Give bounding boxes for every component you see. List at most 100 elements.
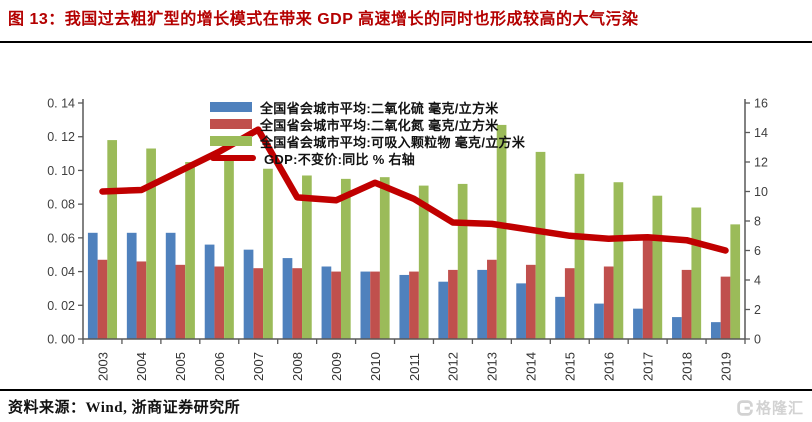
x-axis-ticks [82, 339, 746, 344]
y-left-tick-label: 0. 12 [47, 130, 75, 144]
bar-series-0 [87, 232, 721, 339]
legend-label: GDP:不变价:同比 % 右轴 [264, 151, 416, 167]
legend-item-1: 全国省会城市平均:二氧化氮 毫克/立方米 [210, 116, 525, 133]
legend-label: 全国省会城市平均:二氧化硫 毫克/立方米 [260, 100, 499, 116]
y-right-axis: 0 2 4 6 8 10 12 14 16 [745, 97, 768, 347]
bar [438, 281, 449, 339]
chart-legend: 全国省会城市平均:二氧化硫 毫克/立方米 全国省会城市平均:二氧化氮 毫克/立方米… [210, 99, 526, 167]
x-tick-label: 2012 [446, 352, 461, 381]
bar [379, 177, 390, 339]
x-tick-label: 2011 [407, 353, 422, 381]
bar [165, 232, 176, 339]
y-left-tick-label: 0. 06 [47, 231, 75, 245]
bar [136, 261, 147, 339]
bar [370, 271, 380, 339]
y-left-tick-label: 0. 04 [47, 265, 75, 279]
x-tick-label: 2003 [95, 352, 110, 381]
y-right-tick-label: 16 [754, 97, 768, 111]
y-right-tick-label: 2 [754, 303, 761, 317]
x-tick-label: 2018 [679, 352, 694, 381]
bar [710, 322, 721, 339]
x-axis-labels: 2003 2004 2005 2006 2007 2008 2009 2010 2011 2012… [95, 352, 733, 381]
bar [282, 258, 293, 339]
x-tick-label: 2015 [563, 352, 578, 381]
bar [594, 303, 604, 339]
x-tick-label: 2014 [524, 352, 539, 381]
bar [107, 140, 118, 339]
bar-series-1 [97, 237, 731, 339]
x-tick-label: 2005 [173, 352, 188, 381]
bar [642, 237, 653, 339]
y-right-tick-label: 8 [754, 215, 761, 229]
bar [477, 269, 488, 339]
y-right-tick-label: 12 [754, 156, 768, 170]
x-tick-label: 2016 [602, 352, 617, 381]
pollution-gdp-chart: 0. 00 0. 02 0. 04 0. 06 0. 08 0. 10 0. 12 0. 14… [47, 97, 768, 382]
bar [720, 276, 731, 339]
bar [496, 124, 507, 339]
y-left-tick-label: 0. 08 [47, 198, 75, 212]
bar [418, 185, 429, 339]
bar [126, 232, 137, 339]
bar [224, 155, 234, 339]
bar [555, 296, 565, 339]
bar [263, 168, 273, 339]
bar [399, 274, 410, 339]
bar [87, 232, 98, 339]
bar [302, 175, 312, 339]
bar [691, 207, 702, 339]
bar [535, 151, 546, 339]
bar [730, 224, 741, 339]
data-source: 资料来源：Wind, 浙商证券研究所 [8, 400, 241, 416]
y-left-tick-label: 0. 02 [47, 299, 75, 313]
y-right-tick-label: 4 [754, 274, 761, 288]
legend-label: 全国省会城市平均:可吸入颗粒物 毫克/立方米 [260, 134, 526, 150]
legend-item-0: 全国省会城市平均:二氧化硫 毫克/立方米 [210, 99, 525, 116]
gelonghui-logo: 格隆汇 [737, 397, 804, 418]
bar [185, 162, 195, 339]
figure-title: 图 13：我国过去粗犷型的增长模式在带来 GDP 高速增长的同时也形成较高的大气… [8, 11, 639, 28]
bar [175, 264, 186, 339]
y-right-tick-label: 14 [754, 126, 768, 140]
axes [82, 99, 746, 340]
bar [633, 308, 643, 339]
chart-area: 0. 00 0. 02 0. 04 0. 06 0. 08 0. 10 0. 12 0. 14… [0, 46, 812, 390]
bar [340, 178, 351, 339]
bar [331, 271, 341, 339]
bar [652, 195, 663, 339]
x-tick-label: 2007 [251, 352, 266, 381]
bar [204, 244, 215, 339]
y-left-axis: 0. 00 0. 02 0. 04 0. 06 0. 08 0. 10 0. 12 0. 14 [47, 97, 83, 347]
x-tick-label: 2010 [368, 352, 383, 381]
x-tick-label: 2009 [329, 352, 344, 381]
y-left-tick-label: 0. 14 [47, 97, 75, 111]
bar [603, 266, 614, 339]
bar [146, 148, 156, 339]
y-right-tick-label: 0 [754, 333, 761, 347]
bar [525, 264, 536, 339]
bar [292, 268, 303, 339]
y-right-tick-label: 10 [754, 185, 768, 199]
x-tick-label: 2019 [718, 352, 733, 381]
bar [681, 269, 692, 339]
legend-item-3: GDP:不变价:同比 % 右轴 [210, 150, 525, 167]
footer-divider [0, 389, 812, 391]
bar [487, 259, 497, 339]
x-tick-label: 2004 [134, 352, 149, 381]
bar [448, 269, 458, 339]
x-tick-label: 2006 [212, 352, 227, 381]
y-left-tick-label: 0. 00 [47, 333, 75, 347]
bar-series-2 [107, 124, 741, 339]
gdp-line [99, 126, 729, 254]
bar [253, 268, 264, 339]
bar [409, 271, 419, 339]
bar [97, 259, 108, 339]
x-tick-label: 2008 [290, 352, 305, 381]
bar [516, 283, 526, 339]
legend-bar-swatch [210, 119, 252, 129]
bar [613, 182, 624, 339]
legend-line-swatch [210, 155, 256, 161]
title-divider [0, 41, 812, 43]
bar [243, 249, 254, 339]
